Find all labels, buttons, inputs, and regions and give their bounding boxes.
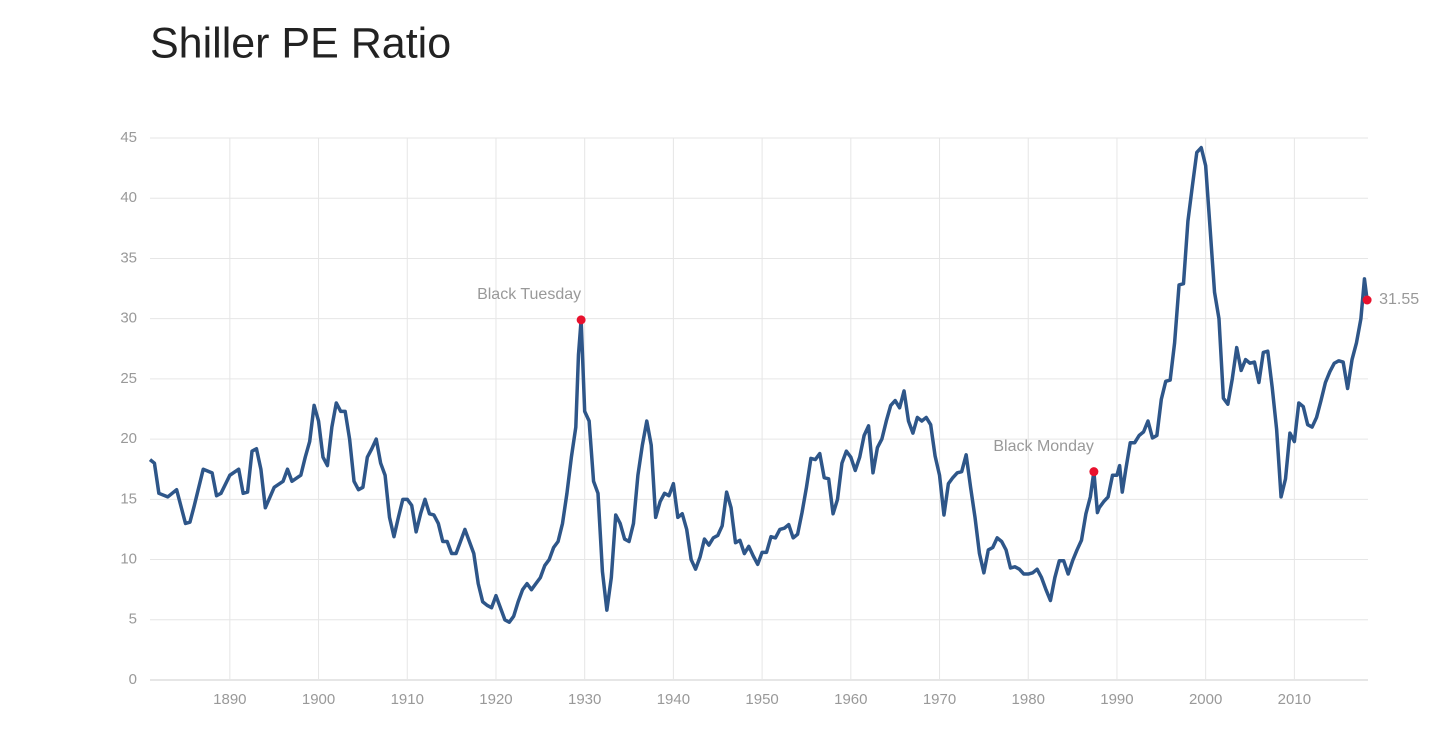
chart-title: Shiller PE Ratio (150, 19, 451, 67)
x-tick-label: 2000 (1189, 691, 1222, 708)
annotation-marker (576, 315, 586, 325)
data-line (148, 145, 1369, 624)
annotation-label: Black Monday (993, 438, 1094, 455)
y-tick-label: 10 (120, 551, 137, 568)
y-tick-label: 35 (120, 249, 137, 266)
last-value-label: 31.55 (1379, 291, 1419, 308)
last-value-marker (1362, 295, 1372, 305)
y-tick-label: 25 (120, 370, 137, 387)
y-tick-label: 30 (120, 310, 137, 327)
x-tick-label: 1980 (1012, 691, 1045, 708)
annotation-label: Black Tuesday (477, 286, 581, 303)
y-tick-label: 20 (120, 430, 137, 447)
x-tick-label: 1920 (479, 691, 512, 708)
y-tick-label: 5 (129, 611, 137, 628)
x-tick-label: 1960 (834, 691, 867, 708)
y-tick-label: 40 (120, 189, 137, 206)
x-tick-label: 1900 (302, 691, 335, 708)
y-tick-label: 15 (120, 490, 137, 507)
annotation-marker (1089, 467, 1099, 477)
x-tick-label: 1910 (391, 691, 424, 708)
x-tick-label: 1940 (657, 691, 690, 708)
x-tick-label: 1950 (745, 691, 778, 708)
y-tick-label: 45 (120, 129, 137, 146)
x-tick-label: 1970 (923, 691, 956, 708)
y-tick-label: 0 (129, 671, 137, 688)
x-tick-label: 1890 (213, 691, 246, 708)
x-tick-label: 1930 (568, 691, 601, 708)
x-tick-label: 1990 (1100, 691, 1133, 708)
x-tick-label: 2010 (1278, 691, 1311, 708)
